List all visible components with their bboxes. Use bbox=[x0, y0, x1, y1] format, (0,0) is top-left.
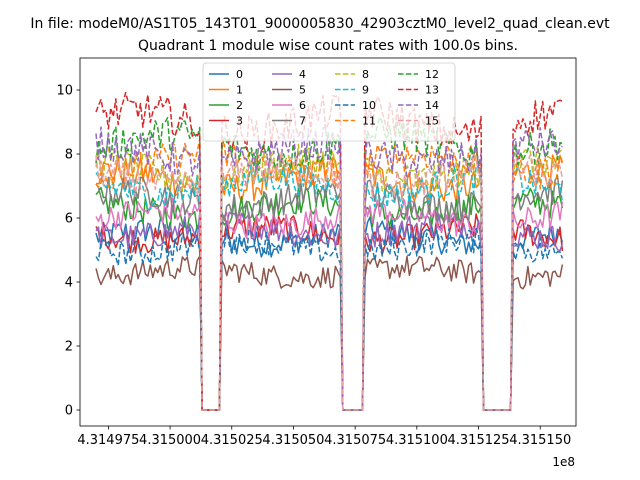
legend-label: 3 bbox=[236, 115, 243, 128]
series-line-14 bbox=[95, 126, 563, 411]
legend-label: 8 bbox=[362, 68, 369, 81]
legend-label: 12 bbox=[425, 68, 439, 81]
x-tick-label: 4.315100 bbox=[386, 433, 448, 448]
y-tick-label: 8 bbox=[65, 148, 73, 163]
legend-label: 4 bbox=[299, 68, 306, 81]
lines-layer bbox=[95, 91, 564, 411]
legend-label: 5 bbox=[299, 84, 306, 97]
x-tick-label: 4.315000 bbox=[139, 433, 201, 448]
series-line-12 bbox=[95, 116, 563, 411]
y-tick-label: 10 bbox=[56, 84, 73, 99]
series-line-5 bbox=[95, 255, 564, 411]
x-tick-label: 4.315050 bbox=[262, 433, 324, 448]
legend-box bbox=[202, 62, 456, 142]
chart-title: Quadrant 1 module wise count rates with … bbox=[138, 38, 518, 54]
series-line-11 bbox=[95, 138, 564, 411]
x-tick-label: 4.315025 bbox=[201, 433, 263, 448]
x-tick-label: 4.315150 bbox=[509, 433, 571, 448]
legend-label: 11 bbox=[362, 115, 376, 128]
legend-label: 13 bbox=[425, 84, 439, 97]
x-tick-label: 4.315075 bbox=[324, 433, 386, 448]
legend-label: 7 bbox=[299, 115, 306, 128]
legend-label: 2 bbox=[236, 99, 243, 112]
x-multiplier-label: 1e8 bbox=[552, 455, 575, 469]
x-tick-label: 4.315125 bbox=[448, 433, 510, 448]
legend-label: 14 bbox=[425, 99, 439, 112]
series-line-10 bbox=[95, 228, 564, 411]
plot-frame bbox=[79, 57, 577, 427]
legend-label: 15 bbox=[425, 115, 439, 128]
x-tick-label: 4.314975 bbox=[77, 433, 139, 448]
series-line-2 bbox=[95, 186, 564, 411]
y-tick-label: 6 bbox=[65, 212, 73, 227]
y-tick-label: 4 bbox=[65, 276, 73, 291]
legend-label: 9 bbox=[362, 84, 369, 97]
legend-label: 6 bbox=[299, 99, 306, 112]
series-line-15 bbox=[95, 151, 564, 411]
y-tick-label: 0 bbox=[65, 404, 73, 419]
legend-label: 0 bbox=[236, 68, 243, 81]
y-tick-label: 2 bbox=[65, 340, 73, 355]
legend-label: 1 bbox=[236, 84, 243, 97]
chart-suptitle: In file: modeM0/AS1T05_143T01_9000005830… bbox=[30, 16, 610, 32]
legend-label: 10 bbox=[362, 99, 376, 112]
series-line-0 bbox=[95, 216, 564, 411]
